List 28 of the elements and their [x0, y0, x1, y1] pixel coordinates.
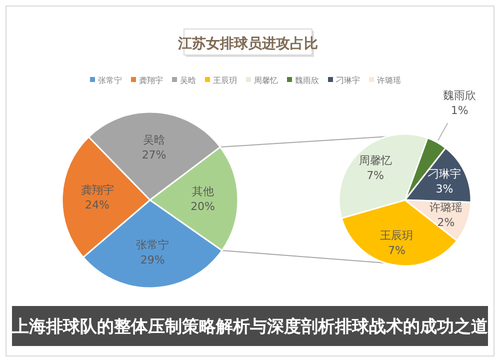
data-label: 27% [142, 148, 166, 162]
slice-label: 龚翔宇 [80, 184, 114, 197]
legend-label: 周馨忆 [254, 76, 278, 85]
legend-label: 吴晗 [180, 76, 196, 85]
data-label: 2% [437, 216, 455, 229]
data-label: 3% [436, 182, 454, 196]
data-label: 7% [388, 244, 406, 257]
slice-label: 吴晗 [143, 133, 166, 146]
data-label: 29% [140, 254, 165, 267]
legend-label: 许璐瑶 [377, 76, 401, 85]
data-label: 7% [366, 169, 384, 182]
slice-label: 许璐瑶 [429, 200, 462, 214]
data-label: 1% [450, 104, 468, 118]
data-label: 24% [85, 198, 110, 212]
slice-label: 张常宁 [136, 238, 170, 252]
legend-label: 王辰玥 [213, 76, 237, 85]
data-label: 20% [190, 200, 216, 214]
legend-label: 魏雨欣 [295, 76, 319, 85]
slice-label: 王辰玥 [380, 228, 414, 242]
chart-title: 江苏女排球员进攻占比 [177, 36, 318, 52]
legend-label: 龚翔宇 [139, 76, 163, 85]
slice-label: 其他 [192, 185, 214, 198]
slice-label: 刁琳宇 [426, 168, 461, 181]
slice-label: 魏雨欣 [443, 89, 476, 102]
legend-label: 张常宁 [98, 76, 122, 85]
banner: 上海排球队的整体压制策略解析与深度剖析排球战术的成功之道 [12, 306, 488, 346]
slice-label: 周馨忆 [358, 154, 392, 168]
legend-label: 刁琳宇 [335, 76, 360, 85]
